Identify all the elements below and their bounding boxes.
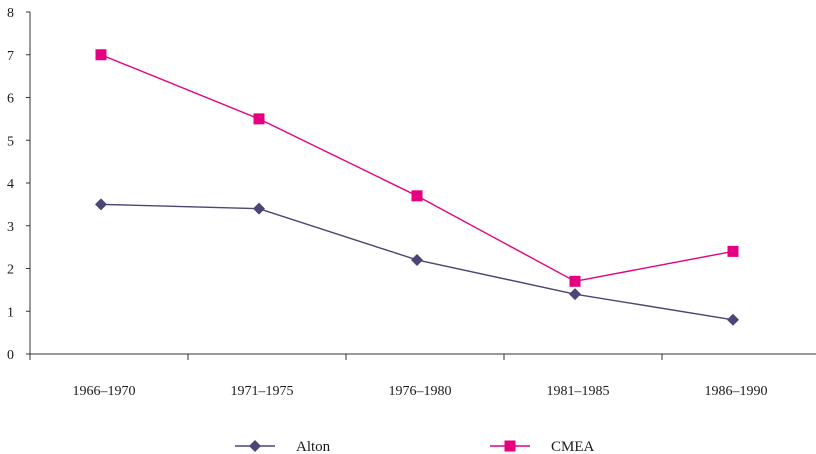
series-layer [95, 49, 739, 326]
y-tick-label: 3 [7, 220, 14, 235]
axes [29, 12, 816, 355]
y-tick-label: 1 [7, 305, 14, 320]
x-tick-label: 1966–1970 [73, 384, 136, 399]
legend: Alton CMEA [235, 439, 595, 454]
data-point [727, 313, 739, 326]
data-point [569, 275, 581, 287]
y-tick-label: 5 [7, 134, 14, 149]
y-tick-label: 7 [7, 49, 14, 64]
x-tick-label: 1981–1985 [547, 384, 610, 399]
x-tick-label: 1971–1975 [231, 384, 294, 399]
y-tick-label: 8 [7, 6, 14, 21]
data-point [95, 198, 107, 211]
legend-marker [504, 440, 516, 452]
series-line [100, 54, 734, 283]
legend-label: Alton [296, 439, 331, 454]
data-point [253, 113, 265, 125]
series-cmea [95, 49, 739, 287]
y-tick-label: 4 [7, 177, 14, 192]
data-point [727, 245, 739, 257]
x-tick-label: 1986–1990 [705, 384, 768, 399]
data-point [411, 253, 423, 266]
x-axis-ticks: 1966–1970 1971–1975 1976–1980 1981–1985 1986… [29, 354, 768, 399]
legend-marker [249, 440, 261, 452]
y-axis-ticks: 0 1 2 3 4 5 6 7 8 [7, 6, 30, 363]
y-tick-label: 6 [7, 92, 14, 107]
y-tick-label: 0 [7, 348, 14, 363]
data-point [411, 190, 423, 202]
data-point [253, 202, 265, 215]
legend-item-cmea: CMEA [490, 439, 595, 454]
x-tick-label: 1976–1980 [389, 384, 452, 399]
series-alton [95, 198, 739, 326]
legend-label: CMEA [551, 439, 595, 454]
data-point [569, 288, 581, 301]
data-point [95, 49, 107, 61]
y-tick-label: 2 [7, 263, 14, 278]
legend-item-alton: Alton [235, 439, 331, 454]
